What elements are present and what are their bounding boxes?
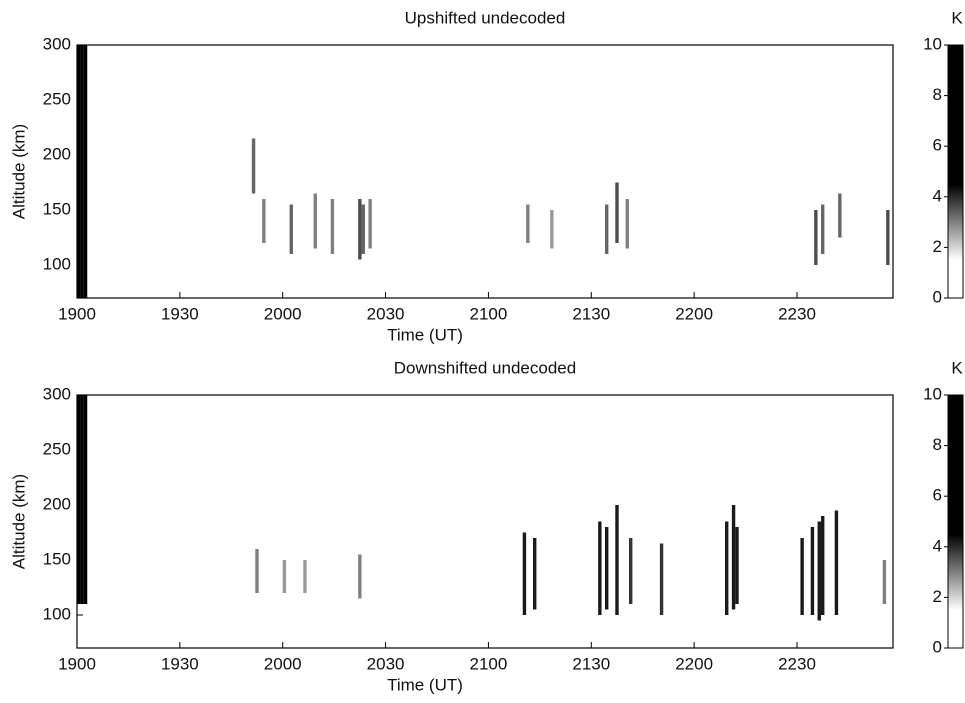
colorbar-tick-label: 2: [933, 237, 942, 256]
colorbar-tick-label: 0: [933, 287, 942, 306]
echo-streak: [313, 193, 317, 249]
colorbar-tick-label: 4: [933, 186, 942, 205]
x-tick-label: 2130: [572, 304, 610, 323]
y-tick-label: 150: [43, 199, 71, 218]
x-tick-label: 1900: [58, 304, 96, 323]
echo-streak: [550, 210, 554, 249]
colorbar-tick-label: 6: [933, 486, 942, 505]
echo-streak: [731, 505, 736, 610]
echo-streak: [255, 549, 259, 593]
echo-streak: [358, 199, 362, 260]
echo-streak: [330, 199, 335, 254]
echo-streak: [800, 538, 804, 615]
echo-streak: [251, 138, 256, 194]
echo-streak: [725, 521, 729, 615]
echo-streak: [886, 210, 890, 265]
chart-title: Upshifted undecoded: [405, 8, 566, 27]
echo-streak: [80, 45, 84, 298]
echo-streak: [605, 204, 609, 254]
echo-streak: [605, 527, 609, 610]
y-tick-label: 200: [43, 144, 71, 163]
colorbar: [947, 394, 964, 649]
echo-streak: [882, 560, 887, 604]
echo-streak: [629, 538, 633, 604]
echo-streak: [83, 45, 88, 298]
echo-streak: [814, 210, 818, 265]
y-tick-label: 300: [43, 34, 71, 53]
x-tick-label: 2000: [264, 654, 302, 673]
echo-streak: [358, 554, 362, 599]
x-axis-label: Time (UT): [387, 325, 463, 344]
y-axis-label: Altitude (km): [9, 474, 28, 569]
echo-streak: [522, 532, 527, 615]
y-tick-label: 100: [43, 604, 71, 623]
colorbar-label: K: [951, 358, 963, 377]
colorbar-tick-label: 4: [933, 536, 942, 555]
echo-streak: [262, 199, 266, 243]
x-tick-label: 2030: [367, 304, 405, 323]
y-tick-label: 300: [43, 384, 71, 403]
echo-streak: [810, 527, 815, 615]
colorbar-tick-label: 10: [923, 384, 942, 403]
echo-streak: [821, 516, 825, 615]
x-tick-label: 1900: [58, 654, 96, 673]
x-tick-label: 2030: [367, 654, 405, 673]
y-tick-label: 200: [43, 494, 71, 513]
x-tick-label: 2000: [264, 304, 302, 323]
echo-streak: [77, 395, 81, 604]
x-tick-label: 2200: [675, 304, 713, 323]
echo-streak: [598, 521, 602, 615]
echo-streak: [361, 204, 365, 254]
colorbar-tick-label: 8: [933, 435, 942, 454]
x-tick-label: 2130: [572, 654, 610, 673]
echo-streak: [834, 510, 839, 615]
x-tick-label: 2230: [778, 304, 816, 323]
echo-streak: [625, 199, 629, 249]
plot-area: [77, 395, 893, 648]
colorbar-tick-label: 0: [933, 637, 942, 656]
colorbar-tick-label: 8: [933, 85, 942, 104]
y-tick-label: 100: [43, 254, 71, 273]
colorbar-tick-label: 10: [923, 34, 942, 53]
echo-streak: [83, 395, 88, 604]
plot-frame: [76, 394, 894, 649]
plot-frame: [76, 44, 894, 299]
colorbar-tick-label: 2: [933, 587, 942, 606]
echo-streak: [368, 199, 372, 249]
x-tick-label: 2100: [470, 654, 508, 673]
echo-streak: [77, 45, 81, 298]
x-tick-label: 1930: [161, 304, 199, 323]
echo-streak: [303, 560, 307, 593]
echo-streak: [615, 182, 619, 243]
echo-streak: [615, 505, 619, 615]
y-tick-label: 150: [43, 549, 71, 568]
x-tick-label: 2200: [675, 654, 713, 673]
y-axis-label: Altitude (km): [9, 124, 28, 219]
colorbar-label: K: [951, 8, 963, 27]
chart-title: Downshifted undecoded: [394, 358, 576, 377]
y-tick-label: 250: [43, 89, 71, 108]
echo-streak: [817, 521, 821, 621]
echo-streak: [659, 543, 664, 615]
y-tick-label: 250: [43, 439, 71, 458]
echo-streak: [821, 204, 825, 254]
x-tick-label: 1930: [161, 654, 199, 673]
colorbar: [947, 44, 964, 299]
plot-area: [77, 45, 893, 298]
echo-streak: [838, 193, 842, 238]
echo-streak: [735, 527, 739, 604]
echo-streak: [289, 204, 293, 254]
x-tick-label: 2100: [470, 304, 508, 323]
colorbar-tick-label: 6: [933, 136, 942, 155]
x-axis-label: Time (UT): [387, 675, 463, 694]
echo-streak: [533, 538, 537, 610]
echo-streak: [526, 204, 530, 243]
x-tick-label: 2230: [778, 654, 816, 673]
echo-streak: [282, 560, 287, 593]
echo-streak: [80, 395, 84, 604]
